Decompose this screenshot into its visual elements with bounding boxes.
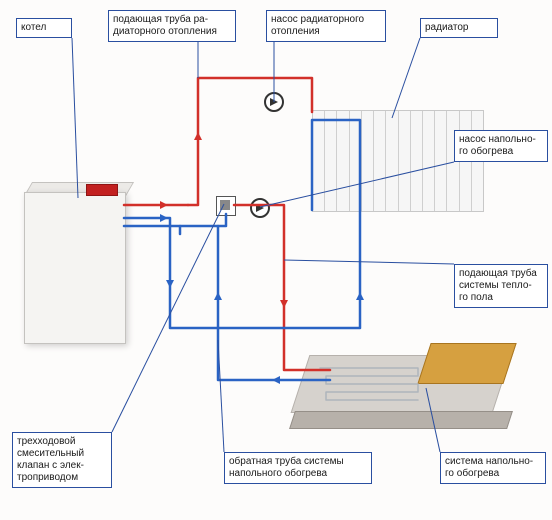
label-supply-floor: подающая трубасистемы тепло-го пола: [454, 264, 548, 308]
boiler-body: [24, 192, 126, 344]
boiler: [24, 192, 124, 342]
valve-3way-icon: [216, 196, 236, 216]
label-return-floor: обратная труба системынапольного обогрев…: [224, 452, 372, 484]
label-floor-sys: система напольно-го обогрева: [440, 452, 546, 484]
pump-floor-icon: [250, 198, 270, 218]
label-boiler: котел: [16, 18, 72, 38]
floor-heating-system: [300, 355, 500, 411]
label-pump-rad: насос радиаторногоотопления: [266, 10, 386, 42]
label-supply-rad: подающая труба ра-диаторного отопления: [108, 10, 236, 42]
floor-wood-layer: [417, 343, 516, 384]
floor-edge: [289, 411, 513, 429]
label-radiator: радиатор: [420, 18, 498, 38]
label-valve-3way: трехходовойсмесительныйклапан с элек-тро…: [12, 432, 112, 488]
boiler-knob: [86, 184, 118, 196]
pump-radiator-icon: [264, 92, 284, 112]
label-pump-floor: насос напольно-го обогрева: [454, 130, 548, 162]
diagram-canvas: { "canvas": { "width": 552, "height": 52…: [0, 0, 552, 520]
